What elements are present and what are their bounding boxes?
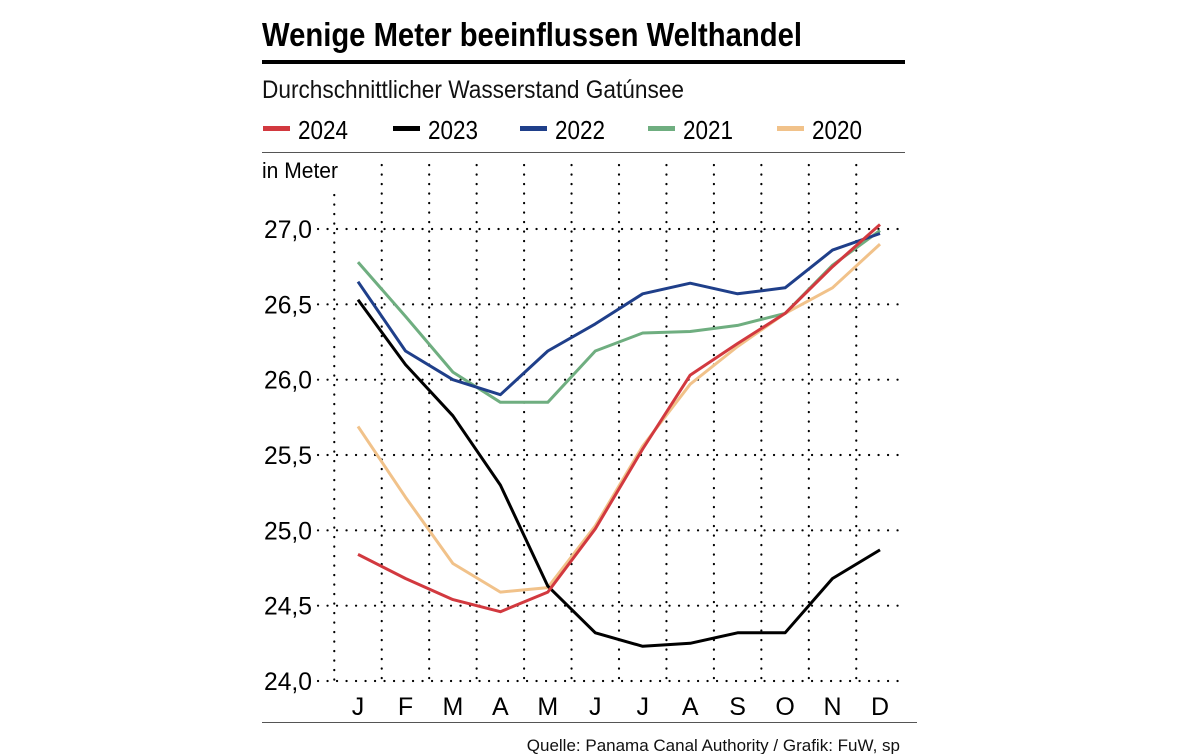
y-tick-label: 26,0 (264, 367, 312, 395)
x-tick-label: F (398, 693, 413, 721)
y-tick-label: 24,5 (264, 593, 312, 621)
legend-item-2023: 2023 (393, 115, 478, 145)
legend-label: 2024 (298, 115, 348, 145)
x-tick-label: J (636, 693, 649, 721)
title-rule (262, 60, 905, 64)
x-tick-label: S (729, 693, 746, 721)
legend-item-2024: 2024 (263, 115, 348, 145)
chart-subtitle: Durchschnittlicher Wasserstand Gatúnsee (262, 76, 684, 104)
legend-swatch (520, 126, 547, 131)
x-tick-label: M (537, 693, 558, 721)
legend: 2024 2023 2022 2021 2020 (263, 115, 862, 145)
legend-swatch (648, 126, 675, 131)
legend-item-2021: 2021 (648, 115, 733, 145)
series-line-2024 (357, 223, 881, 614)
legend-label: 2021 (683, 115, 733, 145)
y-tick-label: 27,0 (264, 216, 312, 244)
legend-swatch (393, 126, 420, 131)
legend-item-2020: 2020 (777, 115, 862, 145)
y-tick-label: 25,0 (264, 517, 312, 545)
legend-label: 2020 (812, 115, 862, 145)
x-tick-label: N (824, 693, 842, 721)
legend-swatch (777, 126, 804, 131)
x-tick-label: D (871, 693, 889, 721)
legend-label: 2022 (555, 115, 605, 145)
legend-rule (262, 152, 905, 153)
x-tick-label: A (682, 693, 699, 721)
y-tick-label: 26,5 (264, 291, 312, 319)
legend-item-2022: 2022 (520, 115, 605, 145)
series-line-2020 (356, 242, 882, 594)
legend-swatch (263, 126, 290, 131)
y-tick-label: 25,5 (264, 442, 312, 470)
grid (316, 163, 907, 683)
x-tick-label: J (589, 693, 602, 721)
legend-label: 2023 (428, 115, 478, 145)
x-tick-label: J (352, 693, 365, 721)
series-lines (356, 223, 882, 648)
y-tick-label: 24,0 (264, 668, 312, 696)
series-line-2022 (356, 232, 881, 397)
x-tick-label: M (442, 693, 463, 721)
y-axis-label: in Meter (262, 158, 338, 183)
source-note: Quelle: Panama Canal Authority / Grafik:… (527, 736, 900, 754)
chart-title: Wenige Meter beeinflussen Welthandel (262, 16, 802, 53)
x-tick-label: A (492, 693, 509, 721)
series-line-2023 (356, 298, 881, 648)
x-tick-label: O (775, 693, 794, 721)
bottom-rule (262, 722, 917, 723)
y-tick-labels: 24,0 24,5 25,0 25,5 26,0 26,5 27,0 (264, 216, 312, 696)
